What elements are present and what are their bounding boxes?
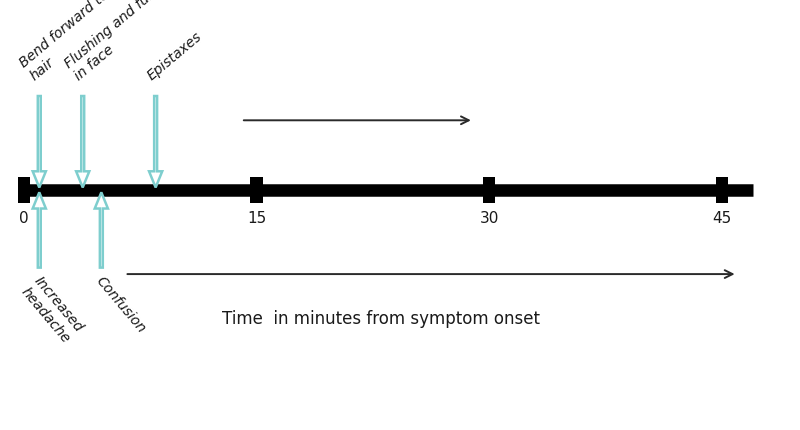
Bar bbox=[483, 177, 495, 203]
Text: 45: 45 bbox=[712, 211, 731, 226]
Text: Bend forward to wash
hair: Bend forward to wash hair bbox=[17, 0, 153, 83]
Text: Epistaxes: Epistaxes bbox=[145, 30, 205, 83]
Text: 0: 0 bbox=[19, 211, 29, 226]
Text: Flushing and fullness
in face: Flushing and fullness in face bbox=[62, 0, 193, 83]
Text: 15: 15 bbox=[247, 211, 266, 226]
Text: Confusion: Confusion bbox=[93, 274, 148, 336]
Polygon shape bbox=[76, 96, 90, 187]
Polygon shape bbox=[149, 96, 162, 187]
Polygon shape bbox=[94, 192, 108, 267]
Bar bbox=[250, 177, 262, 203]
Polygon shape bbox=[33, 96, 46, 187]
Text: 30: 30 bbox=[479, 211, 499, 226]
Bar bbox=[716, 177, 728, 203]
Bar bbox=[18, 177, 30, 203]
Text: Time  in minutes from symptom onset: Time in minutes from symptom onset bbox=[222, 310, 540, 329]
Polygon shape bbox=[33, 192, 46, 267]
Text: Increased
headache: Increased headache bbox=[18, 274, 86, 345]
